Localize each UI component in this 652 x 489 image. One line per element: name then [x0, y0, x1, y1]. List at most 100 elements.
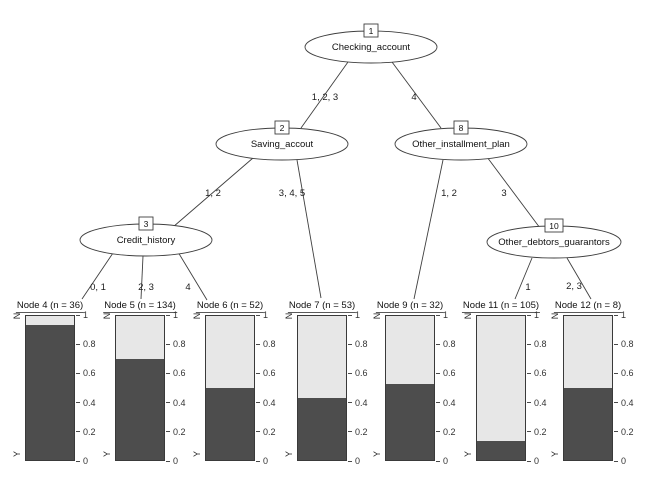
category-label-bottom: Y: [284, 451, 294, 458]
axis-tick-label: 0.2: [534, 426, 547, 437]
category-label-bottom: Y: [550, 451, 560, 458]
axis-tick-label: 0: [443, 456, 449, 466]
edge-label: 1, 2: [441, 188, 457, 199]
axis-tick: [166, 402, 170, 404]
axis-tick-label: 0.4: [534, 397, 547, 408]
axis-tick-label: 0.4: [263, 397, 276, 408]
category-label-bottom: Y: [192, 451, 202, 458]
category-label-top: N: [12, 312, 22, 320]
axis-tick-label: 0.8: [355, 339, 368, 350]
edge-2-3: [172, 157, 254, 228]
axis-tick-label: 0.8: [83, 339, 96, 350]
axis-tick: [348, 460, 352, 462]
axis-tick-label: 0: [263, 456, 269, 466]
edge-label: 4: [185, 282, 190, 293]
inner-node-2: Saving_accout 2: [215, 120, 349, 161]
edge-3-4: [81, 252, 114, 300]
axis-tick-label: 0.6: [263, 368, 276, 379]
axis-tick-label: 0.4: [173, 397, 186, 408]
axis-tick-label: 0.2: [621, 426, 634, 437]
edge-10-11: [514, 257, 533, 300]
edge-labels: 1, 2, 3 4 1, 2 3, 4, 5 0, 1 2, 3 4 1, 2 …: [90, 92, 582, 293]
bar-segment-dark: [116, 359, 164, 460]
node-label: Checking_account: [332, 42, 411, 53]
edge-1-8: [391, 61, 442, 129]
category-label-bottom: Y: [102, 451, 112, 458]
terminal-node-11: Node 11 (n = 105) N Y 0 0.2 0.4 0.6 0.8 1: [461, 296, 547, 474]
terminal-node-title: Node 12 (n = 8): [553, 300, 623, 313]
axis-tick: [166, 431, 170, 433]
terminal-node-title: Node 7 (n = 53): [287, 300, 357, 313]
edge-label: 4: [411, 92, 416, 103]
edge-label: 2, 3: [566, 281, 582, 292]
inner-node-3: Credit_history 3: [79, 216, 213, 257]
axis-tick-label: 0: [355, 456, 361, 466]
axis-tick-label: 0.8: [443, 339, 456, 350]
edge-8-9: [413, 159, 444, 300]
axis-tick: [166, 460, 170, 462]
axis-tick-label: 0.6: [173, 368, 186, 379]
axis-tick: [614, 431, 618, 433]
node-id: 2: [280, 123, 285, 133]
axis-tick: [348, 402, 352, 404]
axis-tick-label: 1: [173, 310, 179, 320]
axis-tick-label: 0.8: [173, 339, 186, 350]
axis-tick-label: 1: [83, 310, 89, 320]
axis-tick: [436, 431, 440, 433]
axis-tick-label: 0: [173, 456, 179, 466]
category-label-top: N: [284, 312, 294, 320]
stacked-bar: [25, 315, 75, 461]
axis-tick-label: 0.6: [443, 368, 456, 379]
axis-tick: [256, 314, 260, 316]
axis-tick: [166, 343, 170, 345]
axis-tick-label: 0.2: [173, 426, 186, 437]
axis-tick-label: 0: [534, 456, 540, 466]
bar-segment-dark: [477, 441, 525, 460]
bar-axis: 0 0.2 0.4 0.6 0.8 1: [165, 310, 197, 466]
bar-axis: 0 0.2 0.4 0.6 0.8 1: [255, 310, 287, 466]
terminal-node-6: Node 6 (n = 52) N Y 0 0.2 0.4 0.6 0.8 1: [192, 296, 276, 474]
bar-axis: 0 0.2 0.4 0.6 0.8 1: [526, 310, 558, 466]
category-label-bottom: Y: [463, 451, 473, 458]
category-label-top: N: [192, 312, 202, 320]
edge-10-12: [566, 257, 592, 300]
axis-tick: [436, 314, 440, 316]
axis-tick-label: 0.6: [355, 368, 368, 379]
stacked-bar: [476, 315, 526, 461]
axis-tick: [527, 402, 531, 404]
axis-tick-label: 0.4: [443, 397, 456, 408]
edge-label: 2, 3: [138, 282, 154, 293]
edge-8-10: [486, 156, 541, 229]
bar-axis: 0 0.2 0.4 0.6 0.8 1: [435, 310, 467, 466]
axis-tick: [76, 402, 80, 404]
stacked-bar: [297, 315, 347, 461]
terminal-node-12: Node 12 (n = 8) N Y 0 0.2 0.4 0.6 0.8 1: [550, 296, 634, 474]
inner-node-8: Other_installment_plan 8: [394, 120, 528, 161]
edge-label: 3: [501, 188, 506, 199]
terminal-node-7: Node 7 (n = 53) N Y 0 0.2 0.4 0.6 0.8 1: [284, 296, 368, 474]
stacked-bar: [205, 315, 255, 461]
axis-tick: [256, 431, 260, 433]
axis-tick-label: 0.2: [83, 426, 96, 437]
axis-tick-label: 1: [355, 310, 361, 320]
axis-tick: [614, 314, 618, 316]
axis-tick-label: 1: [621, 310, 627, 320]
category-label-top: N: [102, 312, 112, 320]
category-label-bottom: Y: [372, 451, 382, 458]
inner-node-1: Checking_account 1: [304, 23, 438, 64]
axis-tick-label: 0: [83, 456, 89, 466]
bar-segment-dark: [26, 324, 74, 460]
axis-tick: [256, 460, 260, 462]
axis-tick: [76, 314, 80, 316]
category-label-top: N: [550, 312, 560, 320]
axis-tick: [166, 372, 170, 374]
stacked-bar: [563, 315, 613, 461]
category-label-bottom: Y: [12, 451, 22, 458]
axis-tick: [76, 460, 80, 462]
axis-tick: [436, 372, 440, 374]
axis-tick: [256, 372, 260, 374]
axis-tick: [527, 460, 531, 462]
axis-tick: [76, 343, 80, 345]
edge-label: 1, 2: [205, 188, 221, 199]
